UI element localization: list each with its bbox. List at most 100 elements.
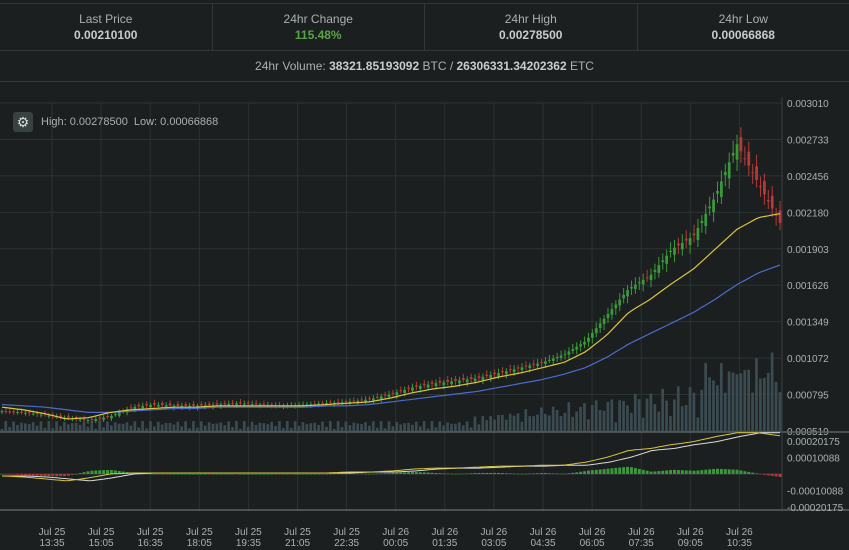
macd-histogram-bar [55,474,59,477]
macd-histogram-bar [172,474,176,475]
candle-body [215,403,219,405]
candle-body [684,238,688,241]
candle-body [415,385,418,387]
volume-bar [364,422,367,431]
candle-body [544,361,547,364]
candle-body [532,363,536,365]
volume-bar [563,412,567,431]
volume-bar [430,421,434,431]
candle-body [94,418,98,422]
volume-bar [684,405,688,431]
macd-histogram-bar [712,468,716,474]
macd-histogram-bar [176,474,180,475]
candle-body [0,411,4,413]
macd-histogram-bar [285,474,289,475]
macd-histogram-bar [626,466,630,474]
candle-body [223,403,227,405]
time-tick-day: Jul 26 [628,527,655,538]
volume-bar [512,415,516,431]
volume-bar [266,424,270,431]
macd-histogram-bar [297,474,301,475]
time-tick-day: Jul 25 [88,527,115,538]
candle-body [770,195,774,209]
volume-bar [149,421,152,431]
candle-body [12,411,16,413]
volume-btc: 38321.85193092 [329,59,420,73]
candle-body [723,171,727,176]
macd-histogram-bar [563,473,567,475]
candle-body [520,367,524,371]
volume-bar [500,414,504,431]
macd-histogram-bar [78,473,82,474]
gear-icon[interactable]: ⚙ [13,112,33,132]
macd-histogram-bar [657,471,661,474]
volume-bar [696,417,700,431]
volume-bar [160,424,164,431]
macd-histogram-bar [759,474,762,475]
candle-body [379,396,383,399]
volume-bar [387,421,391,431]
macd-tick-label: -0.00020175 [787,503,844,514]
volume-bar [371,421,375,431]
macd-histogram-bar [555,473,559,475]
candle-body [489,374,493,379]
candle-body [618,299,622,306]
candle-body [153,402,156,405]
candle-body [657,265,661,273]
macd-histogram-bar [242,474,246,475]
time-tick-day: Jul 25 [284,527,311,538]
volume-bar [704,363,708,431]
macd-histogram-bar [739,470,743,474]
macd-histogram-bar [414,472,418,474]
candle-body [20,411,23,413]
macd-histogram-bar [152,473,156,475]
macd-histogram-bar [465,473,469,474]
macd-histogram-bar [418,472,422,474]
candle-body [551,358,555,361]
volume-bar [434,427,438,431]
volume-bar [63,421,66,431]
chart-canvas[interactable]: 0.003010 0.002733 0.002456 0.002180 0.001903… [0,97,849,550]
macd-line [1,432,781,482]
macd-histogram-bar [645,470,649,474]
candle-body [352,400,356,402]
macd-histogram-bar [661,470,665,474]
volume-bar [332,428,336,431]
macd-histogram-bar [149,473,152,475]
volume-bar [649,393,653,431]
candle-body [305,404,309,406]
volume-bar [759,378,762,431]
volume-bar [457,422,461,431]
time-tick-time: 19:35 [236,538,261,549]
macd-histogram-bar [516,473,520,475]
candle-body [735,144,739,160]
volume-bar [0,429,4,431]
macd-histogram-bar [430,472,434,474]
price-tick-label: 0.002180 [787,208,829,219]
candle-body [747,151,751,166]
volume-bar [133,421,137,431]
candle-body [528,365,532,369]
volume-bar [637,399,641,431]
macd-histogram-bar [47,474,51,477]
candle-body [391,392,395,394]
candle-body [594,328,598,334]
macd-histogram-bar [762,474,766,475]
volume-bar [223,425,227,431]
macd-histogram-bar [117,470,121,474]
volume-bar [121,423,125,431]
macd-histogram-bar [102,470,106,474]
candle-body [493,372,496,375]
macd-tick-label: -0.00010088 [787,487,844,498]
volume-bar [211,423,215,431]
candle-body [340,402,344,404]
price-chart[interactable]: 0.003010 0.002733 0.002456 0.002180 0.001903… [0,97,849,550]
macd-histogram-bar [328,473,332,475]
volume-bar [543,413,547,431]
price-tick-label: 0.001626 [787,281,829,292]
price-tick-label: 0.002733 [787,135,829,146]
volume-bar [438,421,442,431]
volume-bar [328,421,332,431]
macd-signal-line [2,432,780,482]
macd-histogram-bar [344,473,348,474]
